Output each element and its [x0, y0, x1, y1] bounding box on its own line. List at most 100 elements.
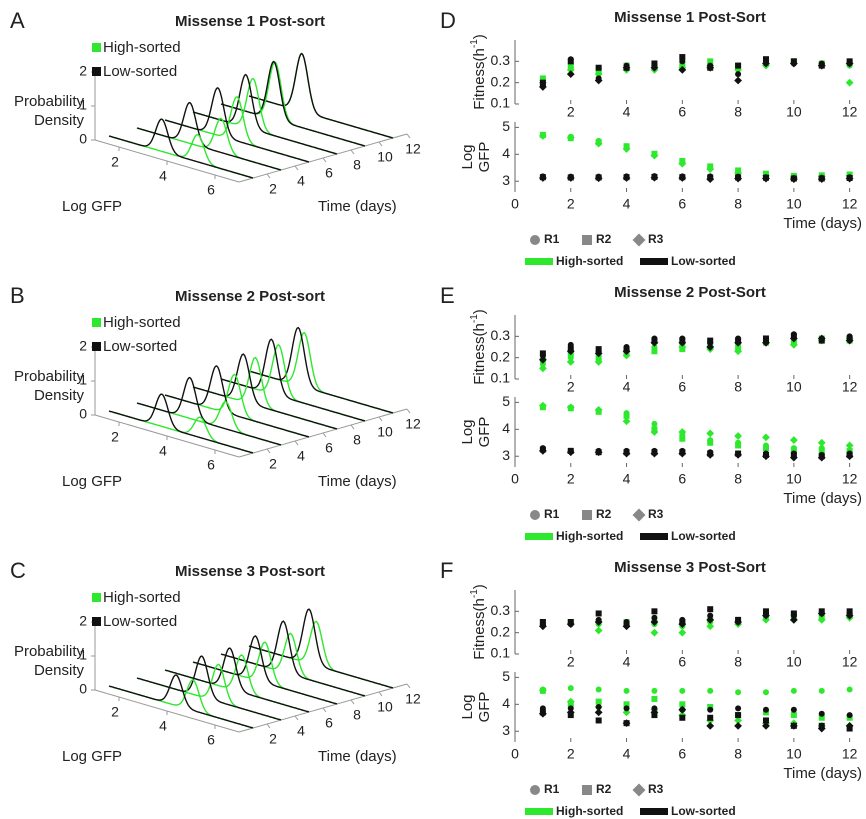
tick-mark [322, 707, 327, 713]
marker [678, 705, 687, 714]
y-tick-label: 3 [502, 172, 510, 188]
marker [538, 83, 547, 91]
tick-mark [266, 173, 271, 179]
marker [538, 401, 547, 410]
marker [707, 612, 714, 619]
legend-swatch [640, 533, 668, 540]
panel-letter: B [10, 283, 25, 308]
y-axis-label: Probability [14, 368, 85, 385]
marker [582, 510, 592, 520]
legend-label: R3 [648, 232, 664, 246]
marker [538, 446, 547, 455]
marker [762, 721, 770, 730]
marker [707, 714, 714, 721]
x-tick-label: 4 [159, 168, 167, 184]
x-axis-label: Log GFP [62, 748, 122, 765]
x-tick-label: 2 [111, 429, 119, 445]
x-tick-label: 8 [734, 104, 742, 120]
marker [567, 62, 574, 69]
y-axis-label-part: -1 [469, 39, 480, 48]
marker [650, 173, 659, 182]
marker [566, 133, 575, 142]
marker [762, 338, 770, 347]
marker [650, 151, 659, 160]
chart-title: Missense 2 Post-sort [175, 288, 325, 305]
marker [845, 441, 854, 450]
marker [678, 428, 687, 436]
marker [845, 174, 854, 183]
panel-letter: F [440, 558, 453, 583]
marker [650, 428, 659, 436]
marker [650, 63, 659, 72]
legend-label: Low-sorted [671, 804, 736, 818]
marker [734, 716, 742, 725]
marker [678, 65, 687, 74]
x-tick-label: 4 [623, 379, 631, 395]
marker [650, 628, 659, 637]
x-tick-label: 4 [623, 746, 631, 762]
legend-label: R1 [544, 507, 560, 521]
marker [678, 159, 687, 168]
marker [762, 335, 769, 342]
marker [594, 174, 603, 183]
y-tick-label: 4 [502, 145, 510, 161]
marker [789, 615, 798, 624]
legend-label: Low-sorted [103, 63, 177, 80]
marker [538, 132, 547, 140]
marker [735, 712, 742, 719]
y-tick-label: 0 [79, 406, 87, 422]
panel-letter: E [440, 283, 455, 308]
tick-mark [406, 408, 411, 414]
marker [538, 622, 547, 631]
x-tick-label: 2 [567, 654, 575, 670]
x-tick-label: 2 [567, 746, 575, 762]
marker [734, 76, 742, 85]
density-curve [108, 393, 254, 454]
marker [623, 701, 630, 708]
y-axis-label: Log [459, 144, 476, 169]
marker [706, 622, 715, 631]
x-tick-label: 12 [842, 654, 858, 670]
t-tick-label: 4 [297, 173, 305, 189]
y-axis-label: Probability [14, 643, 85, 660]
marker [651, 60, 658, 67]
y-tick-label: 0.1 [491, 645, 511, 661]
legend-swatch [92, 342, 101, 351]
marker [790, 712, 797, 719]
x-tick-label: 8 [734, 746, 742, 762]
marker [538, 355, 547, 364]
marker [651, 695, 658, 702]
x-tick-label: 12 [842, 379, 858, 395]
x-axis-label: Log GFP [62, 473, 122, 490]
marker [539, 350, 546, 357]
marker [707, 687, 714, 694]
y-axis-label-part: ) [471, 34, 488, 39]
marker [762, 689, 769, 696]
x-tick-label: 8 [734, 379, 742, 395]
y-tick-label: 0.2 [491, 73, 511, 89]
marker [845, 721, 854, 730]
marker [818, 714, 825, 721]
chart-title: Missense 3 Post-Sort [614, 559, 766, 576]
marker [566, 697, 575, 706]
marker [846, 686, 853, 693]
marker [817, 615, 826, 624]
chart-title: Missense 1 Post-sort [175, 13, 325, 30]
density-curve [220, 61, 366, 147]
marker [706, 343, 715, 351]
density-curve [220, 632, 366, 697]
x-tick-label: 6 [207, 182, 215, 198]
tick-mark [350, 699, 355, 705]
marker [817, 609, 826, 618]
marker [650, 708, 659, 717]
y-tick-label: 4 [502, 695, 510, 711]
marker [846, 608, 853, 615]
marker [789, 175, 798, 183]
marker [706, 615, 715, 624]
tick-mark [322, 157, 327, 163]
marker [762, 433, 770, 442]
marker [706, 165, 715, 174]
density-curve [136, 655, 282, 721]
marker [735, 705, 742, 712]
